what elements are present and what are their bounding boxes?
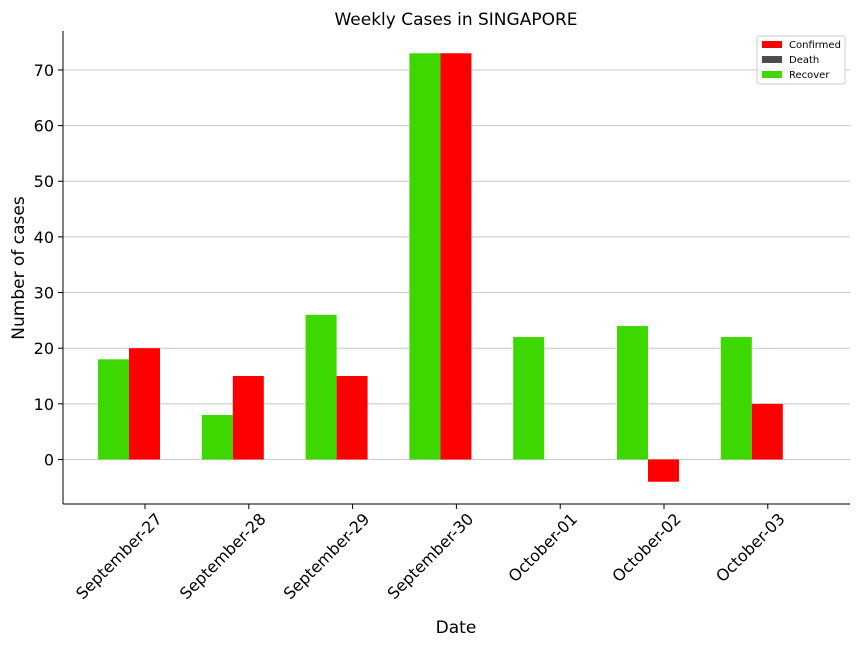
bar-recover-4	[513, 337, 545, 460]
y-tick-label-5: 50	[34, 172, 54, 191]
y-tick-label-0: 0	[44, 450, 54, 469]
bar-recover-0	[98, 359, 129, 460]
legend: Confirmed Death Recover	[756, 35, 846, 85]
legend-swatch-confirmed	[762, 41, 782, 48]
x-tick-label-6: October-03	[712, 509, 788, 585]
legend-swatch-death	[762, 56, 782, 63]
legend-label-confirmed: Confirmed	[789, 40, 841, 51]
y-tick-label-4: 40	[34, 228, 54, 247]
bar-recover-6	[720, 337, 752, 460]
y-tick-label-3: 30	[34, 284, 54, 303]
legend-label-death: Death	[789, 55, 819, 66]
legend-label-recover: Recover	[789, 70, 830, 81]
y-tick-label-7: 70	[34, 61, 54, 80]
legend-swatch-recover	[762, 71, 782, 78]
bar-confirmed-6	[751, 403, 783, 460]
chart-title: Weekly Cases in SINGAPORE	[334, 10, 577, 30]
y-axis-label: Number of cases	[9, 196, 29, 340]
x-tick-label-5: October-02	[608, 509, 684, 585]
bar-recover-1	[201, 414, 233, 460]
axes	[58, 31, 850, 509]
x-tick-labels: September-27 September-28 September-29 Sept…	[72, 509, 789, 603]
bar-confirmed-1	[232, 376, 264, 460]
x-tick-label-4: October-01	[505, 509, 581, 585]
x-tick-label-3: September-30	[384, 509, 478, 603]
y-tick-labels: 0 10 20 30 40 50 60 70	[34, 61, 54, 470]
bar-confirmed-5	[648, 459, 679, 482]
y-tick-label-6: 60	[34, 117, 54, 136]
bar-confirmed-0	[129, 348, 160, 460]
y-tick-label-2: 20	[34, 339, 54, 358]
x-axis-label: Date	[436, 618, 477, 638]
bar-confirmed-3	[440, 53, 472, 460]
x-tick-label-1: September-28	[176, 509, 270, 603]
bar-recover-3	[409, 53, 441, 460]
x-tick-label-0: September-27	[72, 509, 166, 603]
bar-confirmed-2	[336, 376, 368, 460]
bar-recover-2	[305, 314, 337, 460]
bars	[98, 53, 783, 482]
bar-recover-5	[617, 325, 648, 460]
x-tick-label-2: September-29	[280, 509, 374, 603]
y-tick-label-1: 10	[34, 395, 54, 414]
